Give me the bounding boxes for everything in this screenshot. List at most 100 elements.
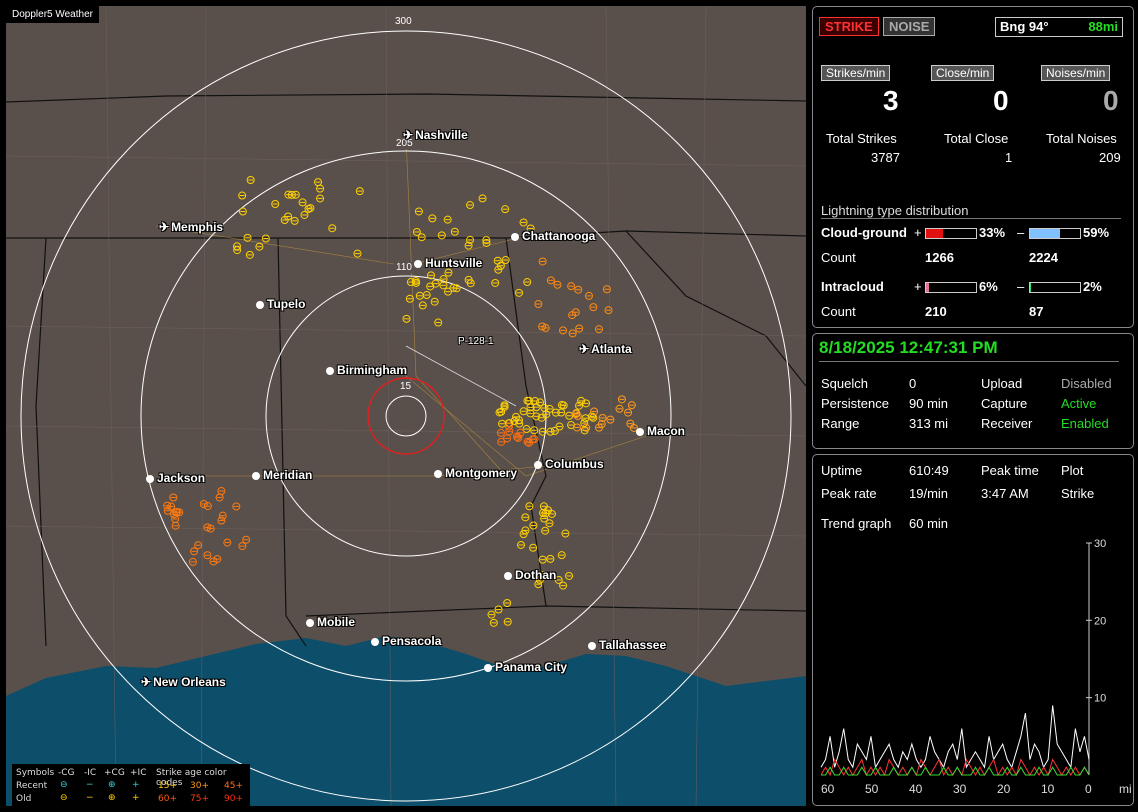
range-label: Range bbox=[821, 416, 860, 431]
strike-symbol bbox=[450, 227, 459, 236]
strike-symbol bbox=[415, 291, 424, 300]
map-legend: Symbols -CG -IC +CG +IC Strike age color… bbox=[12, 764, 250, 806]
strike-symbol bbox=[434, 318, 443, 327]
city-meridian: Meridian bbox=[252, 468, 312, 482]
strike-symbol bbox=[494, 265, 503, 274]
ring-label-15: 15 bbox=[398, 381, 414, 392]
cg-minus-sign: – bbox=[1017, 225, 1025, 240]
bearing-value: Bng 94° bbox=[1000, 19, 1049, 34]
strike-symbol bbox=[565, 571, 574, 580]
strike-symbol bbox=[406, 278, 415, 287]
legend-old-pos-cg-icon: ⊕ bbox=[108, 793, 116, 803]
strike-symbol bbox=[519, 218, 528, 227]
strike-symbol bbox=[545, 519, 554, 528]
airport-icon: ✈ bbox=[141, 675, 152, 689]
ring-label-300: 300 bbox=[393, 16, 414, 27]
strike-symbol bbox=[530, 426, 539, 435]
cg-plus-sign: + bbox=[914, 225, 922, 240]
city-macon: Macon bbox=[636, 424, 685, 438]
strike-symbol bbox=[188, 557, 197, 566]
legend-recent-neg-ic-icon: − bbox=[86, 780, 94, 790]
city-dot-icon bbox=[511, 232, 519, 241]
strike-symbol bbox=[232, 502, 241, 511]
strike-symbol bbox=[540, 514, 549, 523]
range-value: 313 mi bbox=[909, 416, 949, 431]
strike-symbol bbox=[615, 404, 624, 413]
x-tick-label: 20 bbox=[997, 782, 1011, 796]
capture-value: Active bbox=[1061, 396, 1097, 411]
city-dot-icon bbox=[306, 618, 314, 627]
strike-symbol bbox=[238, 542, 247, 551]
city-pensacola: Pensacola bbox=[371, 634, 441, 648]
strike-symbol bbox=[602, 285, 611, 294]
strike-symbol bbox=[478, 194, 487, 203]
strike-symbol bbox=[514, 416, 523, 425]
lightning-map[interactable]: Doppler5 Weather 300 205 110 15 P-128-1 … bbox=[6, 6, 806, 806]
city-new-orleans: ✈ New Orleans bbox=[141, 675, 226, 689]
strike-symbol bbox=[538, 322, 547, 331]
close-per-min-label: Close/min bbox=[931, 65, 995, 81]
plot-label: Plot bbox=[1061, 463, 1084, 478]
strike-symbol bbox=[500, 402, 509, 411]
capture-label: Capture bbox=[981, 396, 1028, 411]
total-strikes-label: Total Strikes bbox=[826, 131, 897, 146]
trend-graph-value[interactable]: 60 min bbox=[909, 516, 949, 531]
trend-series-2 bbox=[821, 766, 1090, 776]
noises-per-min-value: 0 bbox=[1103, 85, 1119, 116]
strike-symbol bbox=[287, 190, 296, 199]
squelch-label: Squelch bbox=[821, 376, 868, 391]
cg-neg-count: 2224 bbox=[1029, 250, 1058, 265]
strike-symbol bbox=[444, 268, 453, 277]
strike-symbol bbox=[519, 407, 528, 416]
peak-rate-value: 19/min bbox=[909, 486, 949, 501]
strike-symbol bbox=[546, 554, 555, 563]
strike-symbol bbox=[238, 207, 247, 216]
city-dot-icon bbox=[504, 571, 512, 580]
city-dot-icon bbox=[534, 460, 542, 469]
strike-symbol bbox=[190, 547, 199, 556]
x-tick-label: 50 bbox=[865, 782, 879, 796]
strike-symbol bbox=[482, 238, 491, 247]
strike-symbol bbox=[353, 249, 362, 258]
strike-button[interactable]: STRIKE bbox=[819, 17, 879, 36]
total-noises-label: Total Noises bbox=[1046, 131, 1117, 146]
strike-symbol bbox=[426, 282, 435, 291]
strike-symbol bbox=[280, 216, 289, 225]
strike-symbol bbox=[532, 412, 541, 421]
strike-symbol bbox=[218, 511, 227, 520]
strike-symbol bbox=[606, 415, 615, 424]
strike-symbol bbox=[466, 201, 475, 210]
strike-symbol bbox=[534, 580, 543, 589]
cg-neg-pct: 59% bbox=[1083, 225, 1110, 240]
strike-symbol bbox=[594, 325, 603, 334]
city-dot-icon bbox=[484, 663, 492, 672]
peak-time-value: 3:47 AM bbox=[981, 486, 1029, 501]
strike-symbol bbox=[577, 396, 586, 405]
strike-symbol bbox=[405, 294, 414, 303]
strike-symbol bbox=[316, 184, 325, 193]
legend-old-label: Old bbox=[16, 794, 32, 804]
city-dot-icon bbox=[636, 427, 644, 436]
strike-symbol bbox=[521, 513, 530, 522]
receiver-value: Enabled bbox=[1061, 416, 1109, 431]
persistence-value: 90 min bbox=[909, 396, 949, 411]
strike-symbol bbox=[540, 404, 549, 413]
strike-symbol bbox=[443, 215, 452, 224]
receiver-label: Receiver bbox=[981, 416, 1033, 431]
strike-symbol bbox=[328, 224, 337, 233]
y-tick-label: 10 bbox=[1094, 693, 1106, 705]
cg-count-label: Count bbox=[821, 250, 856, 265]
strike-symbol bbox=[505, 427, 514, 436]
legend-age-15: 15+ bbox=[158, 781, 177, 791]
noise-button[interactable]: NOISE bbox=[883, 17, 936, 36]
strikes-per-min-value: 3 bbox=[883, 85, 899, 116]
strike-symbols bbox=[163, 176, 638, 627]
strike-symbol bbox=[538, 257, 547, 266]
city-panama-city: Panama City bbox=[484, 660, 567, 674]
strike-symbol bbox=[547, 509, 556, 518]
total-strikes-value: 3787 bbox=[871, 150, 900, 165]
ic-pos-bar bbox=[925, 282, 977, 293]
plot-value[interactable]: Strike bbox=[1061, 486, 1095, 501]
strike-symbol bbox=[559, 326, 568, 335]
total-noises-value: 209 bbox=[1099, 150, 1121, 165]
